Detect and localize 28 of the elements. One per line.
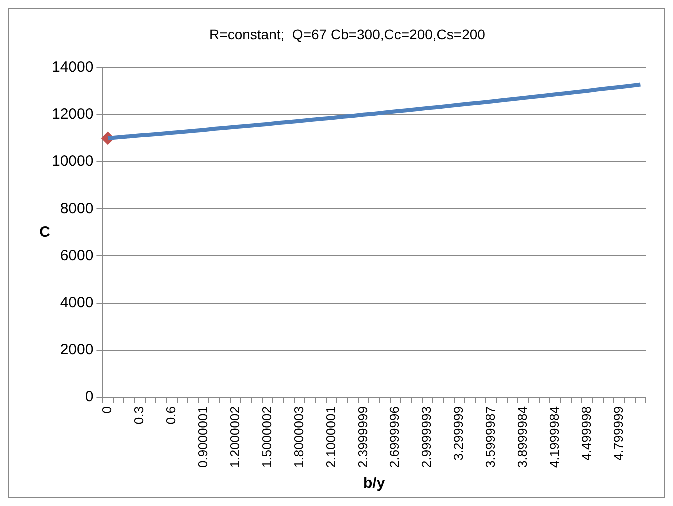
y-tick-label: 12000 bbox=[52, 106, 94, 124]
x-tick-label: 1.2000002 bbox=[227, 406, 242, 468]
y-tick-label: 8000 bbox=[60, 200, 94, 218]
x-tick-label: 0.9000001 bbox=[195, 406, 210, 468]
x-tick-label: 0.3 bbox=[132, 406, 147, 425]
y-tick-label: 10000 bbox=[52, 153, 94, 170]
x-tick-label: 0.6 bbox=[164, 406, 179, 425]
x-tick-label: 2.9999993 bbox=[419, 406, 434, 468]
x-tick-label: 3.299999 bbox=[451, 406, 466, 461]
x-tick-label: 4.499998 bbox=[578, 406, 594, 461]
y-axis-title: C bbox=[40, 224, 51, 241]
x-tick-label: 2.1000001 bbox=[323, 406, 338, 468]
x-axis-title: b/y bbox=[364, 475, 386, 492]
y-tick-label: 6000 bbox=[60, 247, 94, 264]
x-tick-label: 3.8999984 bbox=[515, 406, 530, 468]
x-tick-label: 1.8000003 bbox=[291, 406, 306, 468]
x-tick-label: 4.799999 bbox=[610, 406, 626, 461]
x-tick-label: 1.5000002 bbox=[259, 406, 274, 468]
y-tick-label: 14000 bbox=[52, 58, 94, 76]
y-tick-label: 2000 bbox=[60, 342, 94, 359]
x-tick-label: 0 bbox=[100, 406, 115, 414]
x-tick-label: 2.3999999 bbox=[355, 406, 370, 468]
x-tick-label: 3.5999987 bbox=[483, 406, 498, 468]
x-tick-label: 2.6999996 bbox=[387, 406, 402, 468]
x-tick-label: 4.1999984 bbox=[547, 406, 562, 468]
y-tick-label: 4000 bbox=[60, 294, 94, 312]
y-tick-label: 0 bbox=[85, 388, 94, 406]
chart-title: R=constant; Q=67 Cb=300,Cc=200,Cs=200 bbox=[210, 26, 486, 42]
